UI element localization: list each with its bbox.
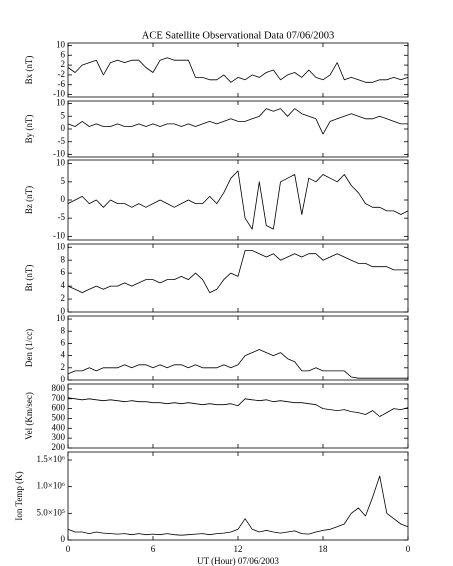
y-tick-label: 10 xyxy=(56,241,66,251)
y-tick-label: 700 xyxy=(52,393,66,403)
y-tick-label: 4 xyxy=(61,280,66,290)
y-tick-label: 500 xyxy=(52,413,66,423)
y-tick-label: 8 xyxy=(61,254,66,264)
y-tick-label: 1.5×10⁶ xyxy=(37,454,65,464)
y-tick-label: 200 xyxy=(52,442,66,452)
y-tick-label: 6 xyxy=(61,337,66,347)
y-tick-label: -5 xyxy=(58,212,66,222)
chart-title: ACE Satellite Observational Data 07/06/2… xyxy=(142,30,334,41)
x-tick-label: 12 xyxy=(234,544,243,554)
y-tick-label: 1.0×10⁶ xyxy=(37,481,65,491)
panel-frame xyxy=(67,243,409,313)
data-line xyxy=(67,250,408,293)
y-tick-label: -10 xyxy=(53,230,65,240)
x-tick-label: 0 xyxy=(66,544,71,554)
data-line xyxy=(67,108,408,135)
y-axis-label: By (nT) xyxy=(24,115,34,144)
y-tick-label: 6 xyxy=(61,267,66,277)
y-tick-label: 0 xyxy=(61,374,66,384)
y-tick-label: -2 xyxy=(58,69,66,79)
y-axis-label: Den (1/cc) xyxy=(24,329,34,367)
y-tick-label: 0 xyxy=(61,306,66,316)
y-tick-label: 0 xyxy=(61,194,66,204)
y-tick-label: 6 xyxy=(61,49,66,59)
y-tick-label: 5.0×10⁵ xyxy=(37,507,65,517)
y-tick-label: 2 xyxy=(61,293,66,303)
y-axis-label: Bx (nT) xyxy=(24,56,34,85)
data-line xyxy=(67,349,408,379)
x-tick-label: 18 xyxy=(319,544,329,554)
y-tick-label: 2 xyxy=(61,362,66,372)
x-tick-label: 6 xyxy=(151,544,156,554)
y-axis-label: Bz (nT) xyxy=(24,186,34,214)
panel-frame xyxy=(67,100,409,158)
panel-frame xyxy=(67,42,409,98)
y-tick-label: 800 xyxy=(52,383,66,393)
data-line xyxy=(67,397,409,417)
y-tick-label: 0 xyxy=(61,534,66,544)
y-axis-label: Vel (Km/sec) xyxy=(24,392,34,440)
y-tick-label: 400 xyxy=(52,422,66,432)
y-axis-label: Bt (nT) xyxy=(24,265,34,292)
y-tick-label: 8 xyxy=(61,325,66,335)
y-tick-label: 5 xyxy=(61,110,66,120)
x-axis-label: UT (Hour) 07/06/2003 xyxy=(197,556,279,566)
data-line xyxy=(67,475,409,536)
y-tick-label: 300 xyxy=(52,432,66,442)
panel-frame xyxy=(67,315,409,381)
y-tick-label: 2 xyxy=(61,59,66,69)
y-tick-label: 600 xyxy=(52,403,66,413)
y-tick-label: -5 xyxy=(58,136,66,146)
data-line xyxy=(67,57,409,83)
y-tick-label: 10 xyxy=(56,40,66,50)
y-tick-label: 10 xyxy=(56,158,66,168)
y-tick-label: 5 xyxy=(61,176,66,186)
panel-frame xyxy=(67,451,409,541)
y-tick-label: 0 xyxy=(61,123,66,133)
y-axis-label: Ion Temp (K) xyxy=(14,471,24,520)
y-tick-label: 10 xyxy=(56,98,66,108)
y-tick-label: 4 xyxy=(61,350,66,360)
y-tick-label: -10 xyxy=(53,89,65,99)
y-tick-label: -10 xyxy=(53,149,65,159)
data-line xyxy=(67,170,409,230)
x-tick-label: 0 xyxy=(406,544,411,554)
y-tick-label: -6 xyxy=(58,79,66,89)
panel-frame xyxy=(67,383,409,449)
y-tick-label: 10 xyxy=(56,313,66,323)
